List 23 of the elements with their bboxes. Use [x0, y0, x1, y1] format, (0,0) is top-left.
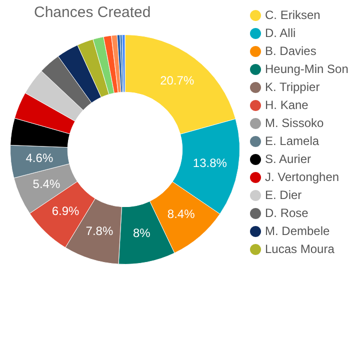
data-label: 7.8% [86, 224, 114, 238]
legend-label: C. Eriksen [265, 8, 320, 22]
legend-label: Heung-Min Son [265, 62, 348, 76]
data-label: 6.9% [52, 204, 80, 218]
data-label: 13.8% [192, 156, 228, 170]
legend-label: D. Alli [265, 26, 296, 40]
legend-label: J. Vertonghen [265, 170, 340, 184]
legend-label: B. Davies [265, 44, 316, 58]
chart-title: Chances Created [34, 4, 151, 21]
legend-label: D. Rose [265, 206, 308, 220]
legend-label: H. Kane [265, 98, 308, 112]
legend-label: M. Dembele [265, 224, 330, 238]
legend-label: Lucas Moura [265, 242, 334, 256]
legend-label: K. Trippier [265, 80, 320, 94]
legend-label: E. Dier [265, 188, 302, 202]
data-label: 20.7% [160, 73, 194, 88]
legend-label: E. Lamela [265, 134, 320, 148]
data-label: 8.4% [167, 207, 196, 222]
data-label: 4.6% [26, 150, 54, 165]
data-label: 5.4% [32, 176, 60, 191]
data-label: 8% [132, 226, 151, 240]
legend-label: M. Sissoko [265, 116, 324, 130]
legend-label: S. Aurier [265, 152, 312, 166]
